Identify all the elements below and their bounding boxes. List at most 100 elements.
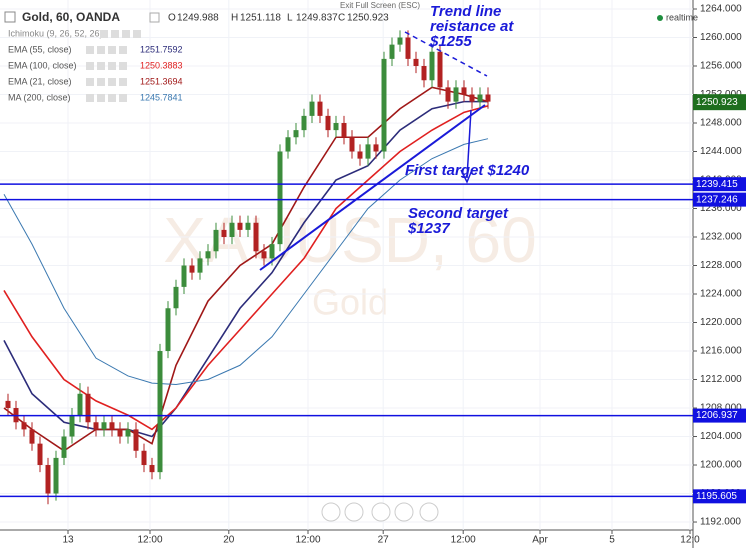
annotation: First target $1240 (405, 162, 530, 179)
last-price-tag (693, 94, 746, 111)
price-level-tag (693, 408, 746, 423)
price-level-label: 1195.605 (696, 491, 737, 502)
candle-body (133, 429, 139, 451)
candle-body (5, 400, 11, 409)
candle-body (269, 244, 275, 259)
icon (111, 30, 119, 38)
candle-body (405, 37, 411, 59)
candle-body (157, 351, 163, 473)
indicator-line (3, 100, 488, 438)
indicator-line (3, 138, 489, 386)
candle-body (325, 115, 331, 131)
y-tick-label: 1192.000 (700, 517, 741, 528)
x-tick-label: 27 (378, 535, 390, 546)
icon (86, 78, 94, 86)
quote-key: O (168, 13, 176, 24)
x-tick-label: 12:00 (451, 535, 476, 546)
candle-body (253, 222, 259, 252)
candle-body (469, 94, 475, 102)
x-tick-label: 20 (223, 535, 235, 546)
icon (133, 30, 141, 38)
candle-body (445, 87, 451, 102)
candle-body (333, 123, 339, 131)
candle-body (389, 44, 395, 59)
last-price-label: 1250.923 (696, 97, 738, 108)
icon (149, 12, 160, 23)
candle-body (429, 51, 435, 81)
indicator-line (3, 105, 489, 431)
price-level-tag (693, 489, 746, 504)
candle-body (149, 465, 155, 473)
y-tick-label: 1212.000 (700, 374, 742, 385)
candle-body (285, 137, 291, 152)
nav-button[interactable] (419, 502, 439, 522)
legend-value: 1251.3694 (140, 76, 183, 86)
icon (108, 46, 116, 54)
annotation: reistance at (430, 18, 514, 35)
candle-body (109, 422, 115, 430)
nav-button[interactable] (321, 502, 341, 522)
candle-body (397, 37, 403, 45)
candle-body (181, 265, 187, 287)
candle-body (221, 229, 227, 238)
trend-line (259, 104, 486, 271)
quote-key: L (287, 13, 293, 24)
candle-body (205, 251, 211, 259)
candle-body (317, 101, 323, 116)
nav (321, 502, 439, 522)
candle-body (61, 436, 67, 458)
candle-body (53, 457, 59, 494)
indicator-line (3, 86, 489, 452)
indicator-name[interactable]: Ichimoku (9, 26, 52, 26) (8, 28, 103, 38)
legend-name: MA (200, close) (8, 92, 71, 102)
annotation: Trend line (430, 3, 501, 20)
candle-body (309, 101, 315, 116)
legend-value: 1250.3883 (140, 60, 183, 70)
legend-value: 1245.7841 (140, 92, 183, 102)
price-level-tag (693, 177, 746, 192)
candle-body (213, 229, 219, 252)
x-tick-label: 5 (609, 535, 615, 546)
candle-body (261, 251, 267, 259)
watermark-sub: Gold (312, 282, 388, 323)
candle-body (453, 87, 459, 102)
fullscreen-hint[interactable]: Exit Full Screen (ESC) (340, 1, 420, 10)
x-tick-label: Apr (532, 535, 548, 546)
icon (108, 78, 116, 86)
candle-body (365, 144, 371, 159)
candle-body (173, 286, 179, 309)
candle-body (349, 137, 355, 152)
y-tick-label: 1256.000 (700, 61, 742, 72)
candle-body (485, 94, 491, 102)
y-tick-label: 1228.000 (700, 260, 742, 271)
nav-button[interactable] (344, 502, 364, 522)
x-tick-label: 12:0 (680, 535, 700, 546)
icon (86, 62, 94, 70)
watermark: XAUUSD, 60 (163, 204, 536, 276)
legend-name: EMA (100, close) (8, 60, 77, 70)
candle-body (189, 265, 195, 273)
candle-body (341, 123, 347, 138)
candle-body (141, 450, 147, 466)
y-tick-label: 1236.000 (700, 203, 742, 214)
candle-body (357, 151, 363, 159)
plot (0, 0, 693, 530)
legend-name: EMA (21, close) (8, 76, 72, 86)
price-level-label: 1239.415 (696, 179, 738, 190)
legend-value: 1251.7592 (140, 44, 183, 54)
candle-body (93, 422, 99, 430)
candle-body (477, 94, 483, 102)
candle-body (373, 144, 379, 152)
candle-body (69, 415, 75, 437)
y-tick-label: 1260.000 (700, 32, 742, 43)
icon[interactable] (4, 11, 16, 23)
nav-button[interactable] (394, 502, 414, 522)
candle-body (381, 58, 387, 152)
candle-body (413, 58, 419, 67)
candle-body (101, 422, 107, 430)
nav-button[interactable] (371, 502, 391, 522)
annotation: Second target (408, 205, 509, 222)
arrow-head (460, 169, 473, 184)
arrow (466, 109, 472, 179)
